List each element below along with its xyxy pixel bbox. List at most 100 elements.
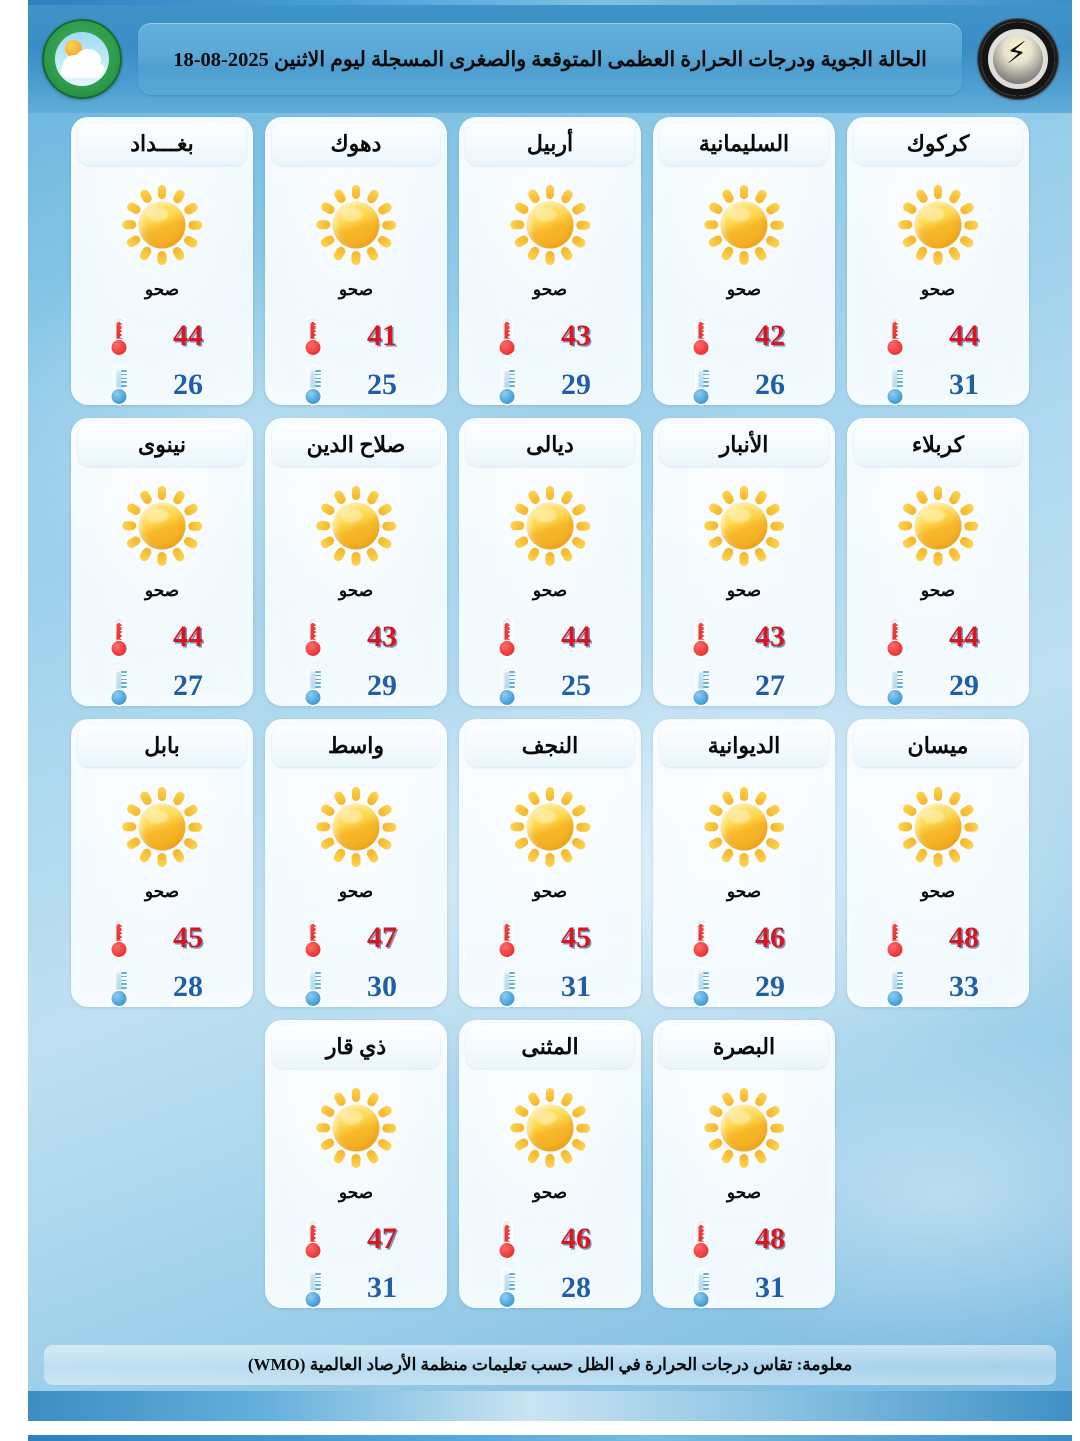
city-weather-card[interactable]: الديوانية صحو 46 29: [653, 719, 835, 1007]
city-weather-card[interactable]: واسط صحو 47 30: [265, 719, 447, 1007]
thermometer-bulb: [693, 1243, 709, 1258]
sun-ray: [351, 552, 361, 566]
sun-disc: [332, 803, 380, 851]
sun-ray: [319, 201, 336, 216]
sun-ray: [570, 1104, 587, 1119]
min-temperature-value: 33: [949, 970, 979, 1003]
sun-ray: [947, 790, 962, 807]
min-temperature-row: 29: [861, 666, 1015, 706]
thermometer-tick: [121, 385, 127, 387]
sun-ray: [933, 853, 943, 867]
thermometer-bulb: [305, 340, 321, 355]
sun-ray: [964, 521, 978, 531]
sun-ray: [707, 201, 724, 216]
thermometer-tick: [121, 671, 127, 673]
thermometer-ticks: [703, 671, 709, 688]
temperature-block: 43 29: [279, 617, 433, 706]
min-temperature-value: 25: [561, 669, 591, 702]
city-weather-card[interactable]: كركوك صحو 44 31: [847, 117, 1029, 405]
city-name: البصرة: [712, 1034, 776, 1059]
temperature-block: 48 31: [667, 1219, 821, 1308]
thermometer-bulb: [887, 942, 903, 957]
sun-ray: [157, 486, 167, 500]
red-thermometer-icon: [884, 316, 906, 356]
city-name: المثنى: [521, 1034, 579, 1059]
city-weather-card[interactable]: كربلاء صحو 44 29: [847, 418, 1029, 706]
thermometer-tick: [509, 678, 515, 681]
thermometer-tick: [703, 1280, 709, 1283]
city-weather-card[interactable]: دهوك صحو 41 25: [265, 117, 447, 405]
sun-disc: [720, 803, 768, 851]
thermometer-tick: [313, 625, 320, 628]
cloud-icon: [61, 63, 105, 78]
city-weather-card[interactable]: صلاح الدين صحو 43 29: [265, 418, 447, 706]
sun-ray: [576, 1123, 590, 1133]
sun-ray: [545, 787, 555, 801]
sun-ray: [707, 1137, 724, 1152]
sun-icon: [504, 781, 596, 873]
city-weather-card[interactable]: أربيل صحو 43 29: [459, 117, 641, 405]
thermometer-bulb: [887, 991, 903, 1006]
city-weather-card[interactable]: السليمانية صحو 42 26: [653, 117, 835, 405]
condition-label: صحو: [532, 581, 568, 600]
sun-icon: [892, 179, 984, 271]
sun-ray: [898, 822, 912, 832]
max-temperature-row: 47: [279, 1219, 433, 1259]
max-temperature-value: 48: [949, 921, 979, 954]
sun-icon: [116, 781, 208, 873]
sun-ray: [513, 1137, 530, 1152]
sun-disc: [526, 502, 574, 550]
sun-ray: [138, 188, 153, 205]
thermometer-ticks: [119, 923, 126, 940]
thermometer-tick: [703, 983, 709, 985]
thermometer-tick: [119, 332, 126, 334]
sun-ray: [376, 803, 393, 818]
thermometer-tick: [703, 979, 709, 982]
city-weather-card[interactable]: الأنبار صحو 43 27: [653, 418, 835, 706]
thermometer-tick: [313, 324, 320, 327]
city-weather-card[interactable]: البصرة صحو 48 31: [653, 1020, 835, 1308]
sun-ray: [764, 836, 781, 851]
red-thermometer-icon: [884, 617, 906, 657]
city-weather-card[interactable]: نينوى صحو 44 27: [71, 418, 253, 706]
thermometer-fill: [504, 973, 510, 997]
city-weather-card[interactable]: ذي قار صحو 47 31: [265, 1020, 447, 1308]
city-weather-card[interactable]: بغـــداد صحو 44 26: [71, 117, 253, 405]
thermometer-ticks: [121, 671, 127, 688]
thermometer-tick: [119, 328, 126, 331]
city-weather-card[interactable]: ديالى صحو 44 25: [459, 418, 641, 706]
city-weather-card[interactable]: ميسان صحو 48 33: [847, 719, 1029, 1007]
city-weather-card[interactable]: النجف صحو 45 31: [459, 719, 641, 1007]
thermometer-tick: [701, 332, 708, 334]
sun-disc: [720, 201, 768, 249]
thermometer-tick: [119, 633, 126, 635]
max-temperature-row: 41: [279, 316, 433, 356]
sun-icon: [504, 480, 596, 572]
max-temperature-value: 44: [949, 319, 979, 352]
thermometer-ticks: [701, 622, 708, 639]
footer-note-text: معلومة: تقاس درجات الحرارة في الظل حسب ت…: [247, 1355, 853, 1374]
city-weather-card[interactable]: بابل صحو 45 28: [71, 719, 253, 1007]
card-row: البصرة صحو 48 31 المثنى صحو 46 28 ذي قار صحو 47 31: [46, 1020, 1054, 1308]
sun-ray: [526, 790, 541, 807]
sun-ray: [933, 185, 943, 199]
min-temperature-value: 31: [367, 1271, 397, 1304]
max-temperature-value: 41: [367, 319, 397, 352]
thermometer-tick: [315, 385, 321, 387]
sun-ray: [332, 847, 347, 864]
sun-ray: [376, 535, 393, 550]
thermometer-bulb: [887, 340, 903, 355]
min-temperature-value: 25: [367, 368, 397, 401]
temperature-block: 41 25: [279, 316, 433, 405]
condition-label: صحو: [338, 581, 374, 600]
thermometer-fill: [504, 371, 510, 395]
sun-ray: [513, 502, 530, 517]
city-name: أربيل: [526, 131, 574, 156]
sun-ray: [365, 546, 380, 563]
thermometer-tick: [509, 381, 515, 383]
sun-ray: [739, 185, 749, 199]
city-weather-card[interactable]: المثنى صحو 46 28: [459, 1020, 641, 1308]
sun-ray: [182, 836, 199, 851]
thermometer-ticks: [507, 1224, 514, 1241]
sun-ray: [739, 853, 749, 867]
